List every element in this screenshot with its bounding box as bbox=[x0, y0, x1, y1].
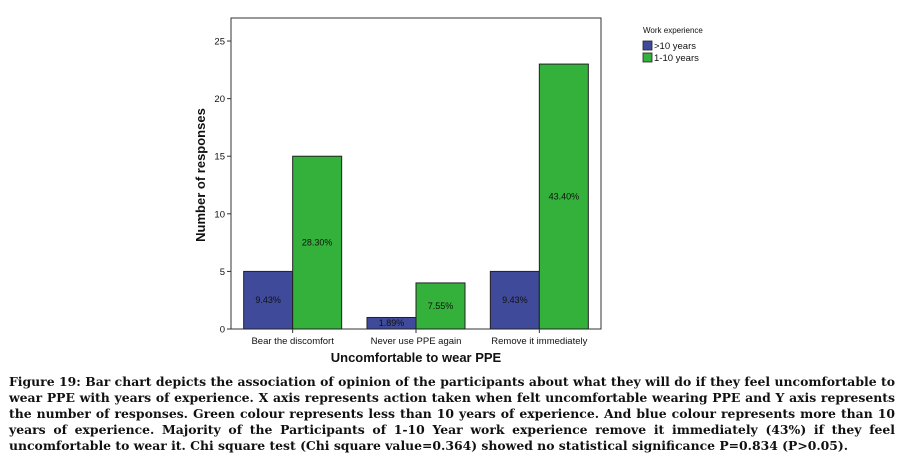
x-axis: Bear the discomfort Never use PPE again Re… bbox=[251, 329, 588, 347]
data-label: 28.30% bbox=[302, 238, 333, 248]
y-tick-label: 10 bbox=[214, 209, 225, 220]
figure-caption: Figure 19: Bar chart depicts the associa… bbox=[9, 374, 895, 453]
data-label: 1.89% bbox=[379, 318, 405, 328]
bar bbox=[538, 63, 589, 330]
bar-chart: 0 5 10 15 20 25 9.43% 28.30% 1.89% 7.55% 9.43% 43.… bbox=[193, 17, 703, 365]
legend-label: >10 years bbox=[654, 41, 696, 52]
x-tick-label: Remove it immediately bbox=[491, 336, 587, 347]
data-label: 9.43% bbox=[255, 295, 281, 305]
bars bbox=[243, 63, 589, 330]
y-tick-label: 15 bbox=[214, 152, 225, 163]
bar bbox=[292, 155, 343, 330]
y-tick-label: 20 bbox=[214, 94, 225, 105]
y-tick-label: 5 bbox=[220, 267, 225, 278]
data-label: 43.40% bbox=[549, 192, 580, 202]
x-tick-label: Never use PPE again bbox=[371, 336, 462, 347]
legend-swatch bbox=[642, 52, 653, 63]
y-axis: 0 5 10 15 20 25 bbox=[214, 37, 231, 336]
y-tick-label: 0 bbox=[220, 325, 225, 336]
x-axis-title: Uncomfortable to wear PPE bbox=[331, 350, 502, 365]
y-tick-label: 25 bbox=[214, 37, 225, 48]
data-label: 9.43% bbox=[502, 295, 528, 305]
legend-label: 1-10 years bbox=[654, 53, 699, 64]
bar bbox=[415, 282, 466, 330]
legend-swatch bbox=[642, 40, 653, 51]
y-axis-title: Number of responses bbox=[193, 108, 208, 242]
data-label: 7.55% bbox=[428, 301, 454, 311]
legend-title: Work experience bbox=[643, 26, 703, 35]
data-labels: 9.43% 28.30% 1.89% 7.55% 9.43% 43.40% bbox=[255, 192, 579, 329]
bar bbox=[489, 270, 540, 330]
x-tick-label: Bear the discomfort bbox=[251, 336, 334, 347]
